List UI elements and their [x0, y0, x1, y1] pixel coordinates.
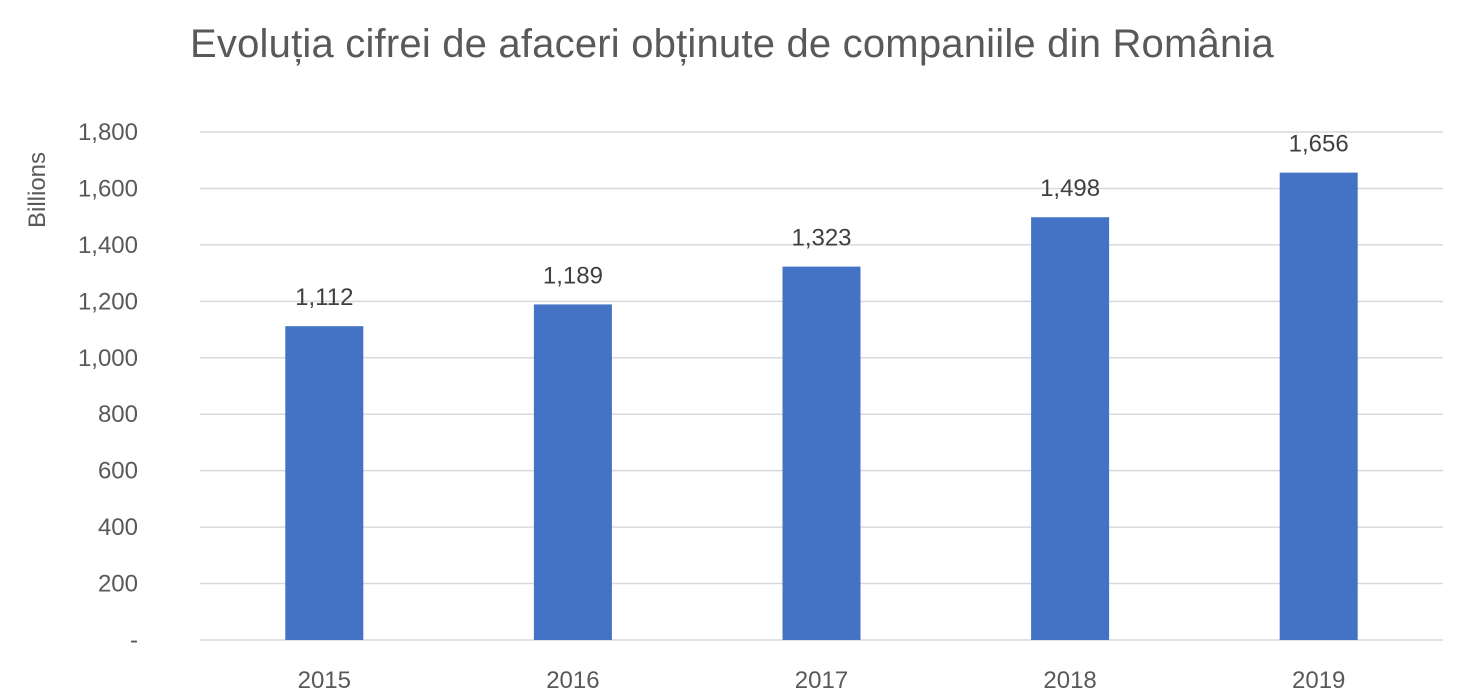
x-tick-label: 2015 [298, 667, 351, 694]
data-label-2015: 1,112 [295, 284, 353, 311]
y-tick-label: 1,600 [78, 175, 138, 202]
data-label-2018: 1,498 [1040, 175, 1100, 202]
bar-2019 [1279, 172, 1358, 640]
chart-title: Evoluția cifrei de afaceri obținute de c… [190, 22, 1274, 66]
y-tick-label: - [130, 627, 138, 654]
y-tick-label: 1,400 [78, 232, 138, 259]
y-tick-label: 1,200 [78, 288, 138, 315]
data-label-2017: 1,323 [791, 225, 851, 252]
bar-2018 [1031, 217, 1110, 640]
x-tick-label: 2017 [795, 667, 848, 694]
x-tick-label: 2016 [546, 667, 599, 694]
y-tick-label: 1,000 [78, 345, 138, 372]
y-tick-label: 1,800 [78, 119, 138, 146]
data-label-2016: 1,189 [543, 262, 603, 289]
data-label-2019: 1,656 [1289, 131, 1349, 158]
y-tick-label: 400 [98, 514, 138, 541]
y-tick-label: 800 [98, 401, 138, 428]
x-tick-label: 2018 [1043, 667, 1096, 694]
bar-2016 [533, 304, 612, 640]
y-tick-label: 600 [98, 458, 138, 485]
x-tick-label: 2019 [1292, 667, 1345, 694]
y-tick-label: 200 [98, 571, 138, 598]
bar-2017 [782, 266, 861, 640]
bar-2015 [285, 326, 364, 640]
